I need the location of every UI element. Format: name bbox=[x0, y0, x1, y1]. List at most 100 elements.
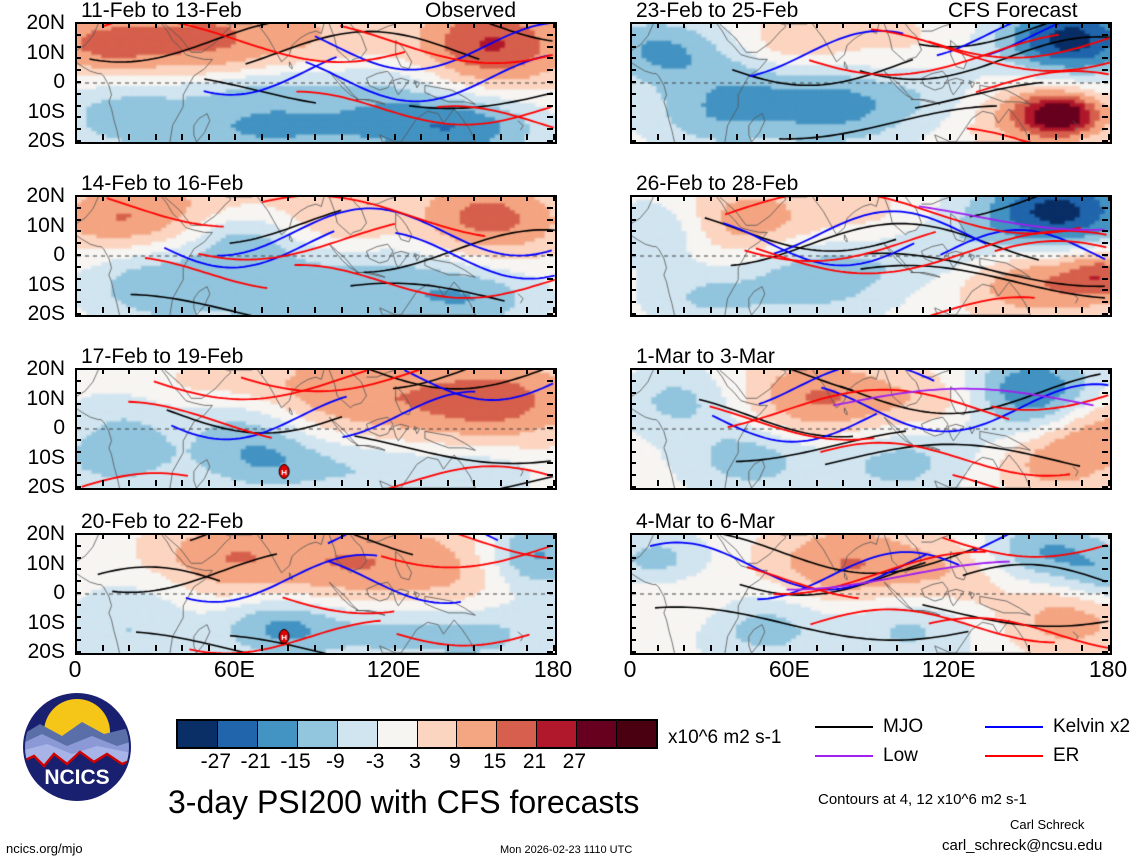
axis-tick bbox=[547, 450, 553, 453]
axis-tick bbox=[287, 368, 290, 374]
axis-tick bbox=[234, 22, 237, 28]
axis-tick bbox=[948, 480, 951, 486]
axis-tick bbox=[547, 254, 553, 256]
axis-tick bbox=[1028, 22, 1031, 28]
axis-tick bbox=[547, 69, 553, 72]
axis-tick bbox=[75, 438, 81, 441]
axis-tick bbox=[154, 368, 157, 374]
map-field-0 bbox=[77, 24, 555, 142]
axis-tick bbox=[1102, 580, 1108, 583]
axis-tick bbox=[630, 218, 636, 221]
axis-tick bbox=[547, 313, 553, 315]
axis-tick bbox=[547, 45, 553, 48]
axis-tick bbox=[75, 368, 77, 374]
y-axis-label: 20S bbox=[27, 129, 65, 152]
axis-tick bbox=[709, 134, 712, 140]
axis-tick bbox=[1081, 645, 1084, 651]
legend-line-er bbox=[985, 755, 1043, 757]
axis-tick bbox=[547, 140, 553, 142]
axis-tick bbox=[630, 33, 636, 36]
axis-tick bbox=[842, 533, 845, 539]
axis-tick bbox=[207, 22, 210, 28]
axis-tick bbox=[1081, 22, 1084, 28]
map-frame-3 bbox=[75, 533, 557, 655]
axis-tick bbox=[1102, 218, 1108, 221]
axis-tick bbox=[630, 533, 636, 535]
axis-tick bbox=[683, 368, 686, 374]
axis-tick bbox=[736, 368, 739, 374]
axis-tick bbox=[1102, 639, 1108, 642]
axis-tick bbox=[922, 533, 925, 539]
axis-tick bbox=[762, 22, 765, 28]
axis-tick bbox=[630, 22, 636, 24]
axis-tick bbox=[1102, 313, 1108, 315]
axis-tick bbox=[630, 368, 636, 370]
axis-tick bbox=[1102, 556, 1108, 559]
axis-tick bbox=[128, 645, 131, 651]
colorbar-tick-label: 9 bbox=[448, 750, 461, 773]
axis-tick bbox=[499, 307, 502, 313]
axis-tick bbox=[75, 134, 77, 140]
axis-tick bbox=[630, 639, 636, 642]
axis-tick bbox=[1108, 307, 1110, 313]
axis-tick bbox=[630, 128, 636, 131]
axis-tick bbox=[1108, 368, 1110, 374]
colorbar bbox=[176, 719, 658, 749]
axis-tick bbox=[815, 645, 818, 651]
axis-tick bbox=[154, 307, 157, 313]
axis-tick bbox=[75, 313, 81, 315]
map-frame-7 bbox=[630, 533, 1112, 655]
axis-tick bbox=[75, 22, 81, 24]
axis-tick bbox=[287, 134, 290, 140]
axis-tick bbox=[1102, 544, 1108, 547]
map-frame-2 bbox=[75, 368, 557, 490]
axis-tick bbox=[499, 195, 502, 201]
axis-tick bbox=[75, 486, 81, 488]
axis-tick bbox=[547, 195, 553, 197]
y-axis-label: 20S bbox=[27, 475, 65, 498]
colorbar-tick-label: -9 bbox=[325, 750, 345, 773]
axis-tick bbox=[948, 307, 951, 313]
site-url: ncics.org/mjo bbox=[6, 841, 83, 856]
axis-tick bbox=[630, 568, 636, 571]
axis-tick bbox=[420, 307, 423, 313]
axis-tick bbox=[630, 230, 636, 233]
map-frame-1 bbox=[75, 195, 557, 317]
axis-tick bbox=[75, 391, 81, 394]
axis-tick bbox=[630, 22, 632, 28]
ncics-logo: NCICS bbox=[22, 692, 132, 807]
axis-tick bbox=[75, 140, 81, 142]
axis-tick bbox=[630, 134, 632, 140]
axis-tick bbox=[1028, 480, 1031, 486]
axis-tick bbox=[948, 134, 951, 140]
axis-tick bbox=[1001, 22, 1004, 28]
axis-tick bbox=[1102, 438, 1108, 441]
axis-tick bbox=[656, 195, 659, 201]
axis-tick bbox=[630, 603, 636, 606]
colorbar-bin-1 bbox=[216, 721, 257, 747]
axis-tick bbox=[75, 533, 77, 539]
axis-tick bbox=[473, 307, 476, 313]
axis-tick bbox=[547, 128, 553, 131]
axis-tick bbox=[499, 480, 502, 486]
axis-tick bbox=[656, 645, 659, 651]
axis-tick bbox=[1102, 368, 1108, 370]
axis-tick bbox=[922, 645, 925, 651]
axis-tick bbox=[393, 134, 396, 140]
legend-label-er: ER bbox=[1053, 745, 1080, 766]
axis-tick bbox=[75, 289, 81, 292]
axis-tick bbox=[526, 368, 529, 374]
axis-tick bbox=[340, 307, 343, 313]
axis-tick bbox=[553, 134, 555, 140]
colorbar-bin-10 bbox=[576, 721, 617, 747]
axis-tick bbox=[975, 480, 978, 486]
axis-tick bbox=[630, 651, 636, 653]
axis-tick bbox=[499, 533, 502, 539]
axis-tick bbox=[547, 568, 553, 571]
axis-tick bbox=[547, 301, 553, 304]
axis-tick bbox=[1102, 104, 1108, 107]
axis-tick bbox=[547, 438, 553, 441]
axis-tick bbox=[473, 134, 476, 140]
axis-tick bbox=[526, 533, 529, 539]
axis-tick bbox=[547, 33, 553, 36]
